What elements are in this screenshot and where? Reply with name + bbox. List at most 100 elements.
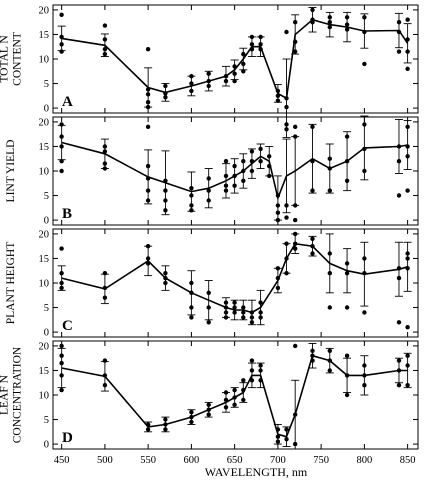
- data-point: [258, 363, 263, 368]
- data-point: [249, 42, 255, 47]
- y-tick-label: 0: [44, 440, 49, 451]
- y-axis-title: CONCENTRATION: [12, 346, 24, 443]
- data-point: [249, 315, 255, 320]
- data-point: [258, 42, 263, 47]
- data-point: [145, 244, 151, 249]
- data-point: [102, 149, 108, 154]
- y-tick-label: 15: [39, 254, 50, 265]
- data-point: [189, 88, 194, 94]
- x-tick-label: 450: [54, 455, 70, 466]
- data-point: [145, 256, 151, 261]
- data-point: [249, 378, 255, 383]
- data-point: [405, 17, 410, 22]
- data-point: [206, 407, 211, 412]
- data-point: [310, 348, 315, 353]
- data-point: [241, 387, 246, 393]
- data-point: [275, 98, 281, 103]
- data-point: [310, 353, 315, 358]
- data-point: [163, 188, 168, 193]
- data-point: [189, 290, 194, 295]
- data-point: [102, 373, 108, 378]
- data-point: [232, 183, 237, 188]
- y-tick-label: 10: [39, 279, 50, 290]
- data-point: [102, 383, 108, 388]
- y-tick-label: 5: [44, 415, 49, 426]
- x-tick-label: 700: [270, 455, 286, 466]
- y-tick-label: 20: [39, 5, 50, 16]
- y-tick-label: 20: [39, 229, 50, 240]
- data-point: [284, 104, 289, 110]
- data-point: [293, 203, 298, 208]
- data-point: [249, 168, 255, 174]
- data-point: [241, 397, 246, 403]
- data-point: [362, 383, 367, 388]
- data-point: [223, 183, 229, 188]
- x-tick-label: 750: [313, 455, 329, 466]
- data-point: [241, 178, 246, 183]
- y-tick-label: 0: [44, 216, 49, 227]
- data-point: [310, 159, 315, 164]
- data-point: [206, 198, 211, 203]
- data-point: [249, 368, 255, 373]
- data-point: [249, 358, 255, 363]
- data-point: [223, 305, 229, 310]
- data-point: [206, 188, 211, 193]
- data-point: [241, 69, 246, 74]
- data-point: [163, 91, 168, 96]
- data-point: [275, 93, 281, 99]
- x-tick-label: 800: [356, 455, 372, 466]
- data-point: [327, 188, 332, 193]
- data-point: [102, 285, 108, 291]
- x-axis-title: WAVELENGTH, nm: [205, 465, 308, 479]
- data-point: [232, 64, 237, 69]
- data-point: [275, 285, 281, 291]
- data-point: [327, 305, 332, 310]
- data-point: [344, 353, 350, 358]
- panel-letter: A: [62, 94, 73, 110]
- data-point: [163, 208, 168, 213]
- mean-line: [61, 354, 408, 438]
- y-tick-label: 10: [39, 167, 50, 178]
- panel-letter: C: [62, 318, 73, 334]
- data-point: [405, 256, 410, 261]
- data-point: [223, 188, 229, 193]
- data-point: [344, 392, 350, 398]
- data-point: [293, 20, 298, 25]
- y-tick-label: 20: [39, 341, 50, 352]
- data-point: [145, 188, 151, 193]
- data-point: [59, 360, 64, 366]
- data-point: [293, 343, 298, 349]
- data-point: [258, 310, 263, 315]
- data-point: [396, 144, 402, 149]
- data-point: [275, 434, 281, 439]
- data-point: [327, 251, 332, 256]
- y-axis-title: LINT YIELD: [5, 140, 17, 203]
- data-point: [396, 383, 402, 388]
- panel-frame: [52, 4, 419, 114]
- data-point: [344, 178, 350, 183]
- data-point: [310, 244, 315, 249]
- data-point: [102, 271, 108, 276]
- data-point: [163, 271, 168, 276]
- data-point: [223, 405, 229, 410]
- data-point: [327, 156, 332, 161]
- panel-frame: [52, 228, 419, 338]
- data-point: [241, 378, 246, 383]
- data-point: [241, 305, 246, 310]
- data-point: [59, 168, 64, 174]
- y-axis-title: CONTENT: [12, 32, 24, 86]
- panel-letter: B: [62, 206, 72, 222]
- data-point: [102, 23, 108, 28]
- data-point: [275, 217, 281, 223]
- data-point: [241, 315, 246, 320]
- data-point: [241, 310, 246, 315]
- data-point: [275, 203, 281, 208]
- data-point: [189, 81, 194, 86]
- data-point: [223, 74, 229, 79]
- data-point: [102, 295, 108, 300]
- data-point: [327, 15, 332, 20]
- panel-b: 0 5 10 15 20 LINT YIELD B: [5, 115, 419, 227]
- data-point: [59, 271, 64, 276]
- data-point: [405, 363, 410, 368]
- data-point: [223, 173, 229, 179]
